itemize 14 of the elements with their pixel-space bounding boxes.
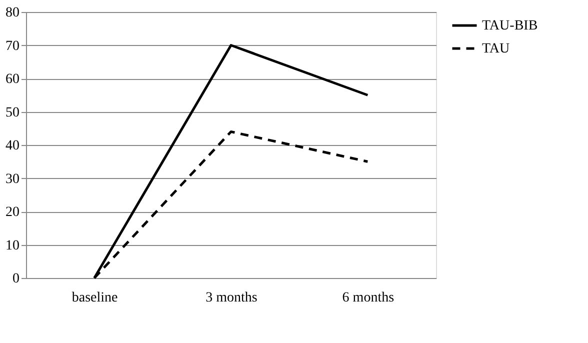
y-tick-label: 10 — [6, 238, 20, 254]
x-tick-label: 3 months — [206, 290, 258, 306]
y-tick-label: 60 — [6, 72, 20, 87]
y-tick-label: 80 — [6, 6, 20, 20]
legend-label: TAU-BIB — [482, 18, 538, 34]
y-tick-label: 30 — [6, 172, 20, 187]
x-tick-label: 6 months — [342, 290, 394, 306]
y-tick-label: 70 — [6, 38, 20, 54]
y-tick-label: 50 — [6, 105, 20, 120]
y-tick-label: 0 — [12, 272, 20, 286]
legend-label: TAU — [482, 42, 510, 56]
y-tick-label: 20 — [6, 205, 20, 220]
x-tick-label: baseline — [72, 290, 118, 306]
y-tick-label: 40 — [6, 138, 20, 154]
